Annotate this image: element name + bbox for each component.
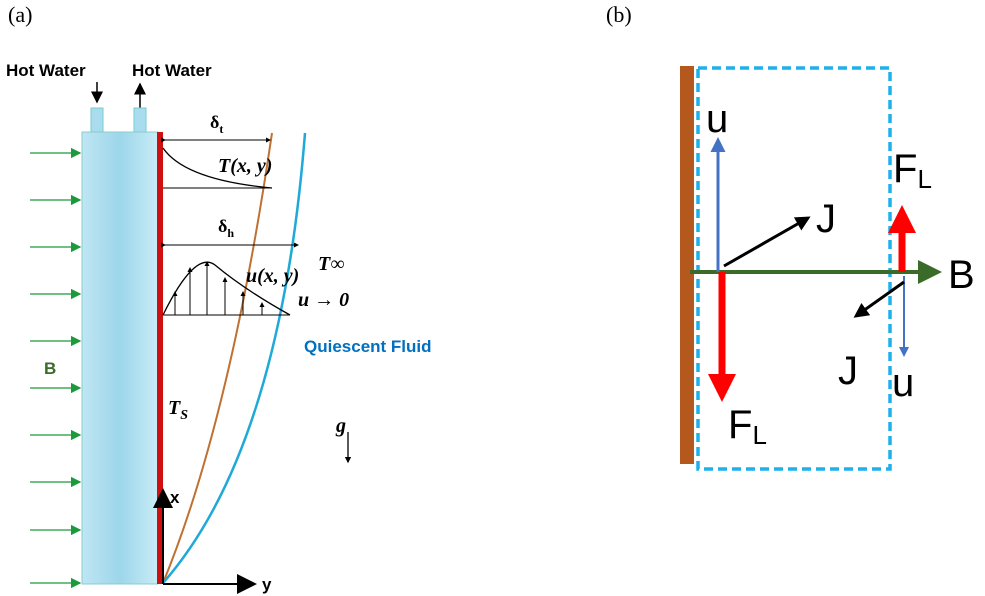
left-current-label: J: [816, 197, 836, 241]
outlet-label: Hot Water: [132, 61, 212, 80]
symbol: F: [893, 147, 917, 191]
right-velocity-label: u: [892, 361, 914, 405]
y-axis-label: y: [262, 575, 272, 594]
symbol: T: [168, 397, 181, 419]
far-velocity-label: u → 0: [298, 289, 349, 311]
velocity-boundary: [163, 133, 305, 583]
inlet-nozzle: [91, 108, 103, 134]
panel-label: (a): [8, 2, 32, 27]
left-velocity-label: u: [706, 97, 728, 141]
symbol: δ: [218, 216, 227, 236]
subscript: L: [752, 420, 766, 450]
field-label: B: [44, 359, 56, 378]
field-label: B: [948, 253, 975, 297]
symbol: δ: [210, 112, 219, 132]
velocity-layer-label: δh: [218, 216, 234, 240]
thermal-layer-label: δt: [210, 112, 223, 136]
symbol: F: [728, 403, 752, 447]
thermal-boundary: [163, 133, 272, 583]
panel-label: (b): [606, 2, 632, 27]
right-current-label: J: [838, 349, 858, 393]
gravity-label: g: [335, 415, 346, 437]
ambient-temperature-label: T∞: [318, 253, 344, 275]
velocity-profile-label: u(x, y): [246, 265, 299, 287]
outlet-nozzle: [134, 108, 146, 134]
temperature-profile-label: T(x, y): [218, 155, 272, 177]
subscript: S: [180, 408, 188, 423]
subscript: L: [917, 164, 931, 194]
x-axis-label: x: [170, 488, 180, 507]
figure: (a) Hot Water Hot Water B δt T(x, y) δh …: [0, 0, 985, 596]
subscript: t: [219, 122, 223, 136]
inlet-label: Hot Water: [6, 61, 86, 80]
fluid-label: Quiescent Fluid: [304, 337, 432, 356]
right-current-arrow: [856, 282, 904, 316]
surface-temperature-label: TS: [168, 397, 188, 423]
left-force-label: FL: [728, 403, 767, 450]
right-force-label: FL: [893, 147, 932, 194]
left-current-arrow: [724, 218, 808, 266]
subscript: h: [227, 226, 234, 240]
wall: [680, 66, 694, 464]
water-channel: [82, 132, 158, 584]
